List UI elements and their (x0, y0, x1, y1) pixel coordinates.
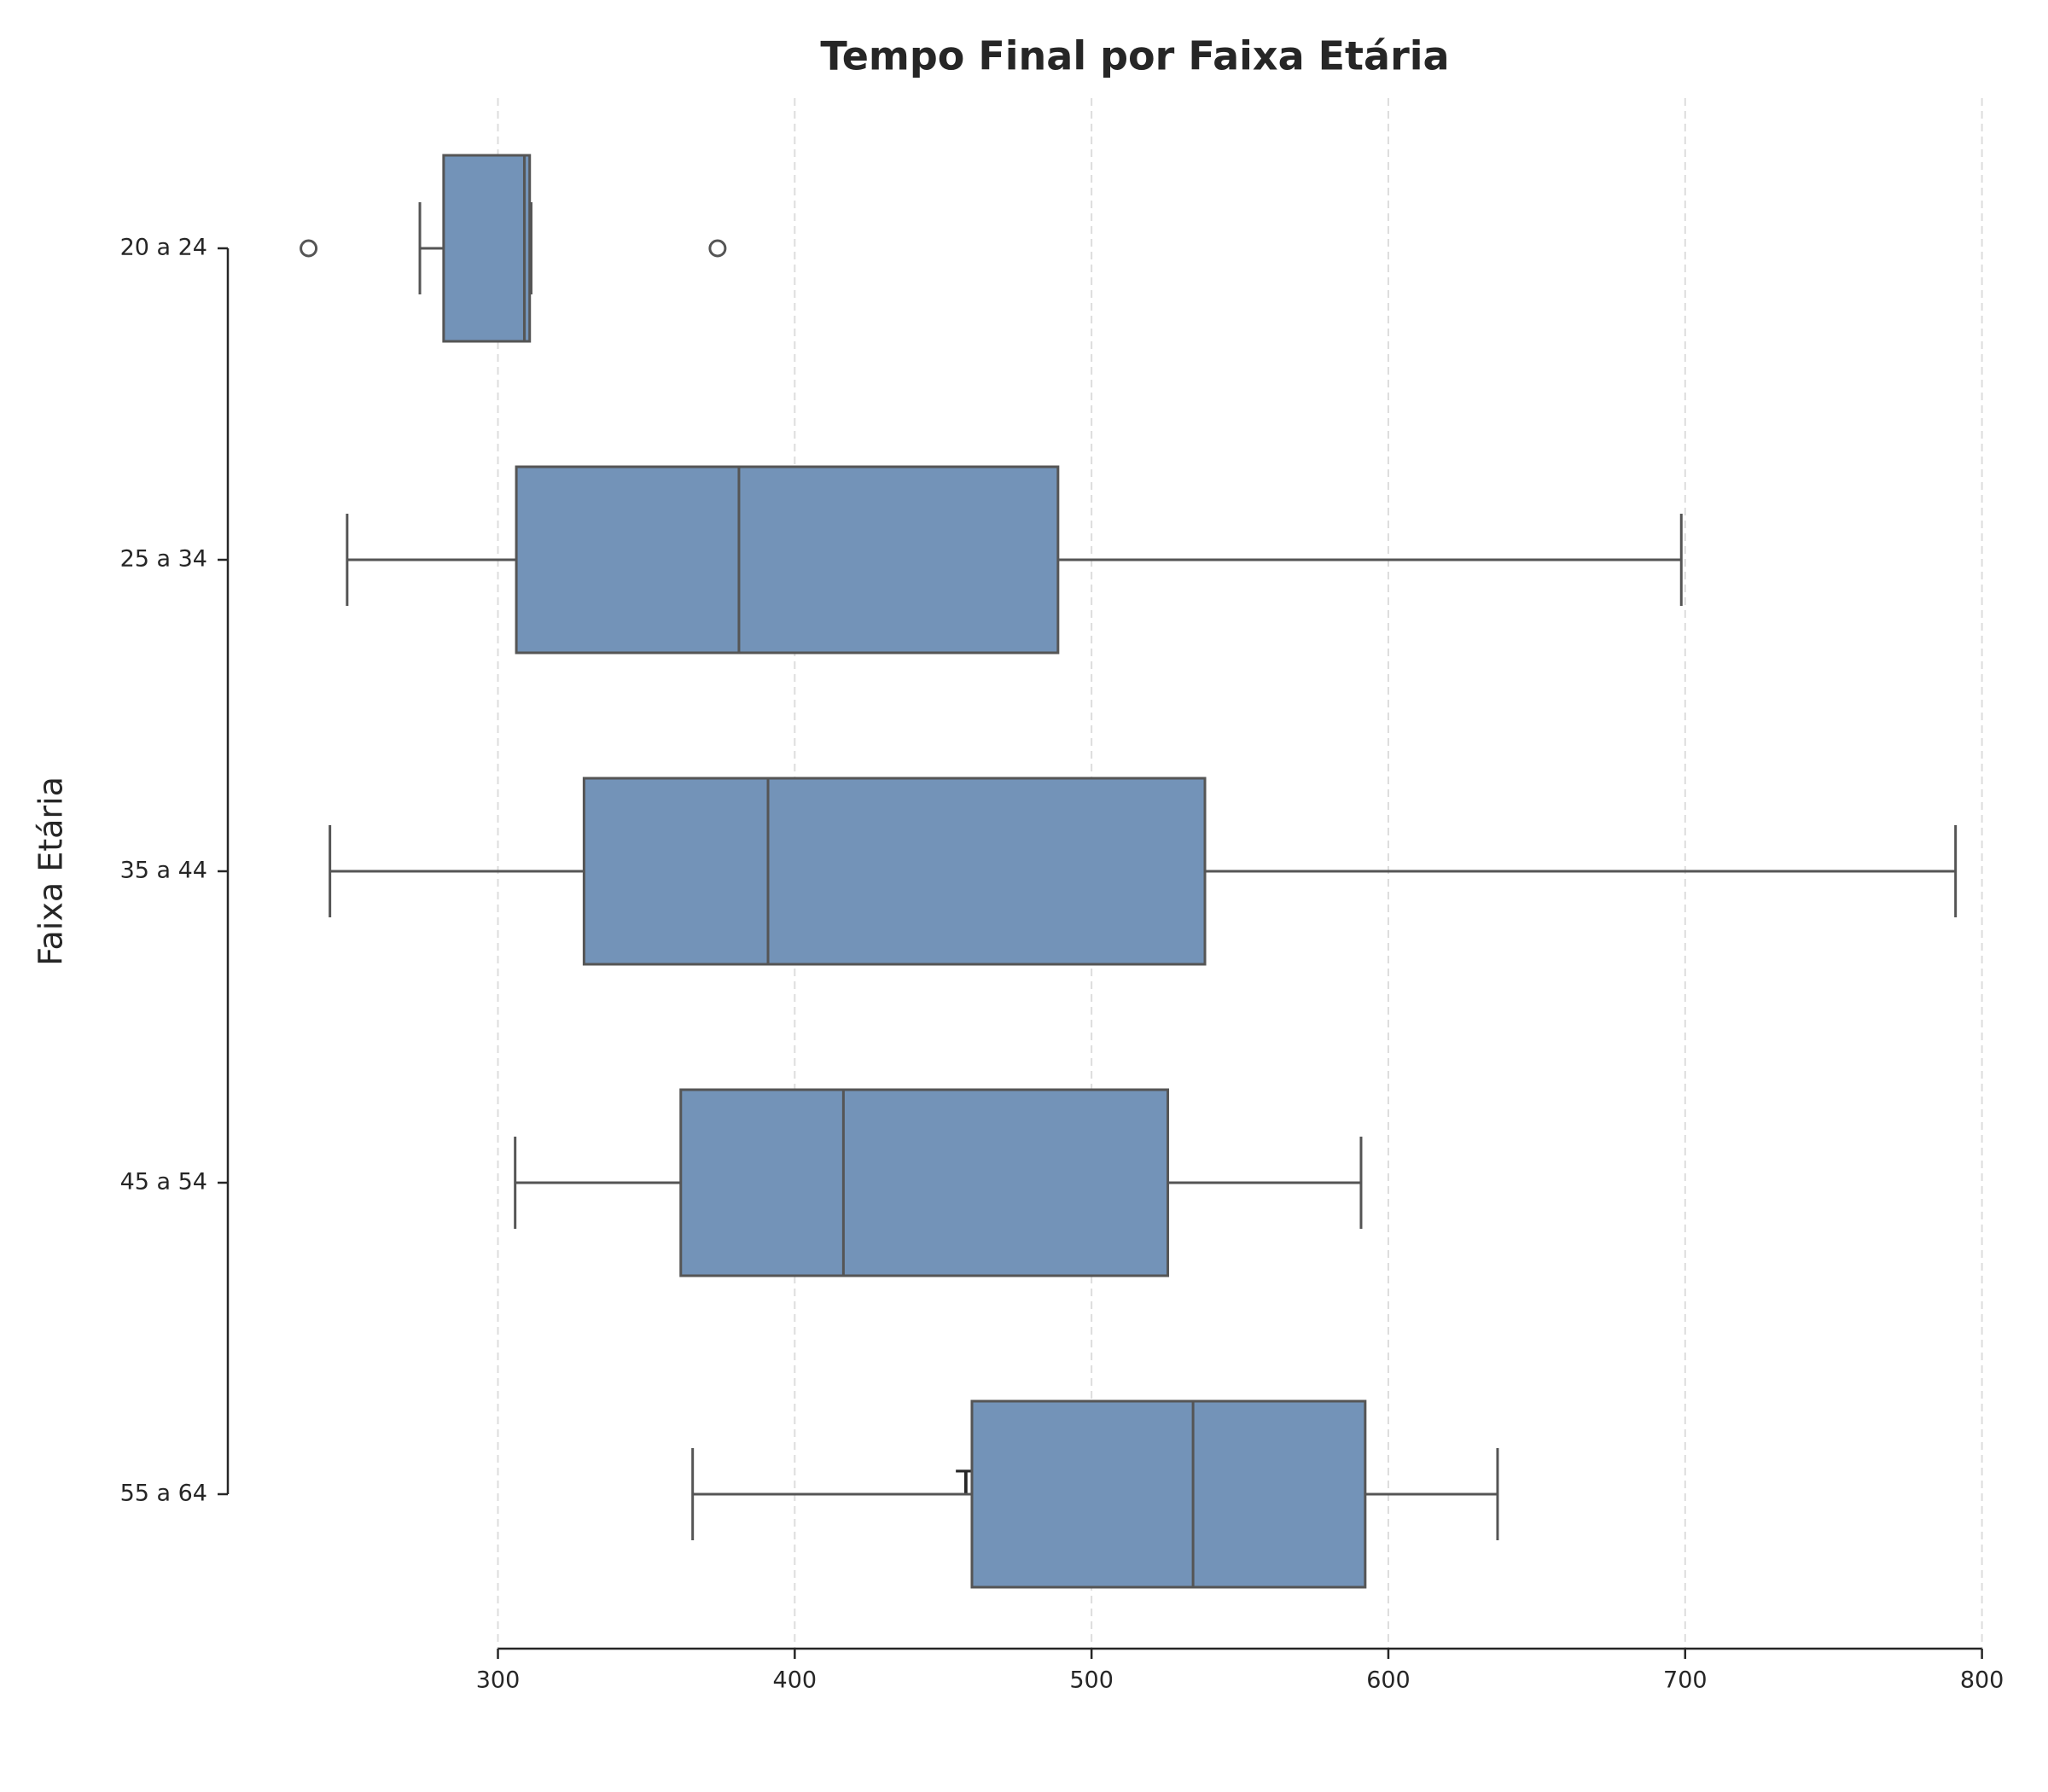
y-tick-label: 45 a 54 (120, 1169, 207, 1196)
outlier (708, 239, 727, 258)
x-tick-label: 800 (1960, 1667, 2004, 1694)
y-axis-label: Faixa Etária (32, 777, 70, 966)
box (582, 777, 1207, 966)
y-tick-label: 55 a 64 (120, 1481, 207, 1507)
x-tick-label: 700 (1663, 1667, 1708, 1694)
chart-title: Tempo Final por Faixa Etária (820, 33, 1449, 79)
x-tick-label: 300 (476, 1667, 521, 1694)
y-tick-label: 20 a 24 (120, 235, 207, 261)
x-tick-label: 500 (1069, 1667, 1114, 1694)
box (679, 1088, 1170, 1277)
box (970, 1399, 1367, 1589)
x-tick-label: 600 (1366, 1667, 1411, 1694)
x-tick-label: 400 (773, 1667, 817, 1694)
box (515, 465, 1060, 655)
box (442, 154, 532, 343)
y-tick-label: 35 a 44 (120, 858, 207, 884)
y-tick-label: 25 a 34 (120, 546, 207, 573)
outlier (300, 239, 318, 258)
